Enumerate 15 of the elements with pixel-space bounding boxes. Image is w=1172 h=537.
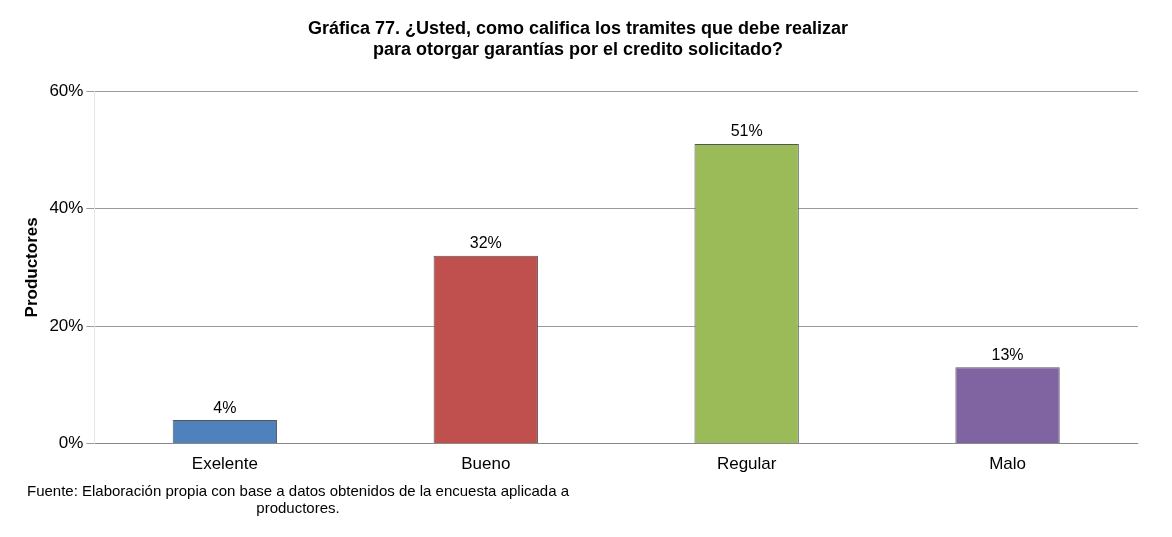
y-tick-label: 20% xyxy=(49,315,84,335)
data-label: 13% xyxy=(991,345,1024,363)
y-axis-title: Productores xyxy=(21,217,41,318)
y-tick-label: 0% xyxy=(58,433,84,453)
data-label: 32% xyxy=(469,234,502,252)
y-tick-label: 60% xyxy=(49,80,84,100)
y-tick-label: 40% xyxy=(49,198,84,218)
data-label: 51% xyxy=(730,122,763,140)
x-tick-label: Regular xyxy=(716,454,777,474)
source-note: Fuente: Elaboración propia con base a datos obtenidos de la encuesta aplicada a productores. xyxy=(25,482,571,516)
x-tick-label: Exelente xyxy=(191,454,258,474)
x-tick-label: Bueno xyxy=(461,454,511,474)
data-label: 4% xyxy=(213,398,237,416)
x-tick-label: Malo xyxy=(989,454,1026,474)
chart-title: Gráfica 77. ¿Usted, como califica los tramites que debe realizar para otorgar garantías por el credito solicitado? xyxy=(307,17,849,60)
